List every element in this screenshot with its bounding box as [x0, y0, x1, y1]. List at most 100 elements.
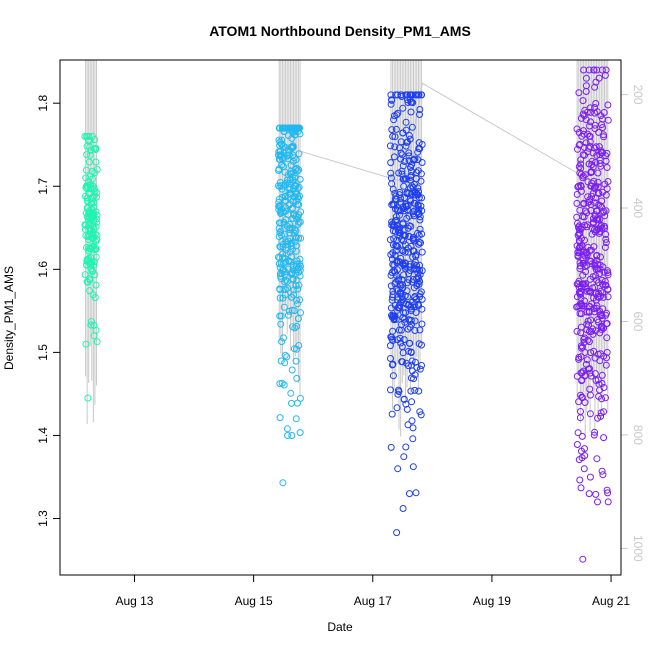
- data-point: [411, 386, 419, 394]
- data-point: [86, 151, 94, 159]
- data-point: [386, 236, 394, 244]
- data-point: [93, 236, 101, 244]
- data-point: [292, 247, 300, 255]
- data-point: [277, 272, 284, 280]
- data-point: [284, 152, 291, 160]
- data-point: [389, 132, 397, 140]
- data-point: [82, 232, 90, 240]
- data-point: [387, 251, 395, 259]
- data-point: [587, 118, 594, 126]
- data-point-outlier: [283, 425, 291, 433]
- data-point: [390, 314, 398, 322]
- data-point: [296, 429, 304, 437]
- data-point: [415, 231, 423, 239]
- data-point: [600, 222, 608, 230]
- data-point: [578, 344, 585, 352]
- data-point: [291, 174, 299, 182]
- data-point: [591, 125, 599, 133]
- data-point: [387, 169, 395, 177]
- data-point: [411, 358, 419, 366]
- data-point: [390, 112, 398, 120]
- data-point: [577, 183, 585, 190]
- data-point: [406, 260, 414, 268]
- data-point: [85, 178, 93, 185]
- data-point: [406, 91, 414, 99]
- data-point: [409, 253, 417, 261]
- data-point: [389, 291, 397, 299]
- data-point: [578, 393, 586, 401]
- data-point: [598, 276, 606, 284]
- data-point: [292, 357, 300, 365]
- data-point: [406, 184, 414, 192]
- data-point: [277, 259, 285, 267]
- data-point: [592, 158, 599, 166]
- data-point: [391, 251, 399, 259]
- data-point: [395, 326, 403, 334]
- data-point: [603, 334, 611, 342]
- data-point: [403, 138, 411, 146]
- data-point: [92, 253, 100, 261]
- data-point: [579, 127, 587, 135]
- secondary-series-line: [300, 82, 580, 184]
- data-point: [596, 307, 604, 315]
- data-point: [396, 144, 403, 152]
- data-point: [396, 280, 404, 288]
- data-point: [415, 387, 423, 395]
- data-point: [582, 280, 590, 288]
- data-point: [591, 121, 599, 129]
- data-point: [294, 315, 302, 323]
- data-point: [89, 182, 97, 190]
- data-point: [85, 132, 93, 140]
- data-point: [387, 174, 395, 182]
- data-point: [579, 247, 587, 255]
- data-point: [387, 91, 395, 99]
- data-point-outlier: [84, 394, 92, 402]
- data-point: [392, 125, 400, 133]
- data-point: [578, 454, 586, 462]
- data-point: [293, 374, 301, 382]
- data-point: [603, 149, 611, 157]
- data-point: [85, 190, 93, 198]
- data-point: [403, 175, 411, 183]
- data-point: [575, 222, 583, 230]
- data-point-outlier: [288, 432, 296, 439]
- data-point: [588, 157, 596, 165]
- data-point: [283, 176, 291, 184]
- data-point: [387, 159, 395, 167]
- data-point: [287, 389, 295, 397]
- data-point: [417, 288, 425, 296]
- data-point: [603, 164, 611, 171]
- data-point: [277, 320, 285, 328]
- data-point: [594, 293, 602, 301]
- data-point: [591, 370, 599, 378]
- data-point: [418, 248, 426, 256]
- data-point: [398, 170, 406, 178]
- data-point: [404, 279, 412, 287]
- data-point: [603, 185, 611, 193]
- data-point: [275, 202, 283, 210]
- y-tick-label: 1.8: [36, 95, 50, 112]
- data-point: [575, 141, 583, 149]
- data-point: [595, 74, 603, 82]
- data-point: [291, 324, 299, 332]
- data-point: [393, 242, 401, 250]
- data-point: [294, 220, 302, 228]
- data-point: [289, 266, 297, 274]
- data-point: [83, 278, 91, 286]
- data-point: [387, 443, 395, 451]
- data-point: [391, 133, 399, 141]
- data-point: [593, 108, 601, 116]
- data-point: [582, 74, 590, 82]
- data-point: [290, 286, 298, 294]
- data-point: [591, 83, 599, 91]
- data-point: [278, 136, 286, 144]
- data-point: [595, 229, 603, 237]
- data-point: [594, 178, 602, 186]
- data-point-outlier: [279, 479, 287, 487]
- data-point: [275, 165, 283, 173]
- x-tick-label: Aug 13: [115, 594, 153, 608]
- data-point: [296, 260, 303, 268]
- data-point: [416, 365, 424, 373]
- y2-tick-label: 600: [631, 311, 645, 331]
- data-point: [93, 218, 101, 226]
